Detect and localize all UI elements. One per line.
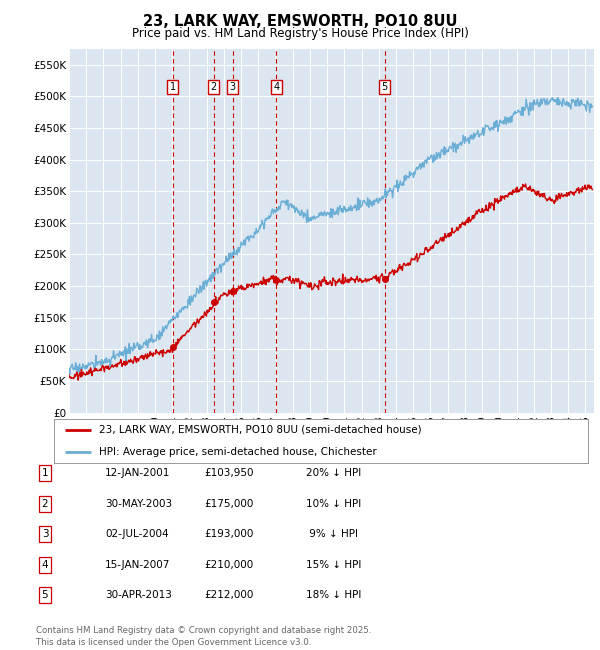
Text: 30-MAY-2003: 30-MAY-2003 bbox=[105, 499, 172, 509]
Text: £212,000: £212,000 bbox=[204, 590, 253, 601]
Text: 4: 4 bbox=[273, 82, 280, 92]
Text: 10% ↓ HPI: 10% ↓ HPI bbox=[306, 499, 361, 509]
Text: £103,950: £103,950 bbox=[204, 468, 254, 478]
Text: 3: 3 bbox=[41, 529, 49, 539]
Text: £193,000: £193,000 bbox=[204, 529, 253, 539]
Text: HPI: Average price, semi-detached house, Chichester: HPI: Average price, semi-detached house,… bbox=[100, 447, 377, 457]
Text: 4: 4 bbox=[41, 560, 49, 570]
Text: 2: 2 bbox=[211, 82, 217, 92]
Text: 15-JAN-2007: 15-JAN-2007 bbox=[105, 560, 170, 570]
Text: £175,000: £175,000 bbox=[204, 499, 253, 509]
Text: 23, LARK WAY, EMSWORTH, PO10 8UU (semi-detached house): 23, LARK WAY, EMSWORTH, PO10 8UU (semi-d… bbox=[100, 424, 422, 435]
Text: Contains HM Land Registry data © Crown copyright and database right 2025.
This d: Contains HM Land Registry data © Crown c… bbox=[36, 626, 371, 647]
Text: 3: 3 bbox=[229, 82, 236, 92]
Text: 1: 1 bbox=[41, 468, 49, 478]
Text: 5: 5 bbox=[382, 82, 388, 92]
Text: 5: 5 bbox=[41, 590, 49, 601]
Text: 12-JAN-2001: 12-JAN-2001 bbox=[105, 468, 170, 478]
Text: 18% ↓ HPI: 18% ↓ HPI bbox=[306, 590, 361, 601]
Text: 02-JUL-2004: 02-JUL-2004 bbox=[105, 529, 169, 539]
Text: 15% ↓ HPI: 15% ↓ HPI bbox=[306, 560, 361, 570]
Text: 9% ↓ HPI: 9% ↓ HPI bbox=[306, 529, 358, 539]
Text: 1: 1 bbox=[170, 82, 176, 92]
Text: Price paid vs. HM Land Registry's House Price Index (HPI): Price paid vs. HM Land Registry's House … bbox=[131, 27, 469, 40]
Text: £210,000: £210,000 bbox=[204, 560, 253, 570]
Text: 23, LARK WAY, EMSWORTH, PO10 8UU: 23, LARK WAY, EMSWORTH, PO10 8UU bbox=[143, 14, 457, 29]
Text: 30-APR-2013: 30-APR-2013 bbox=[105, 590, 172, 601]
Text: 20% ↓ HPI: 20% ↓ HPI bbox=[306, 468, 361, 478]
Text: 2: 2 bbox=[41, 499, 49, 509]
